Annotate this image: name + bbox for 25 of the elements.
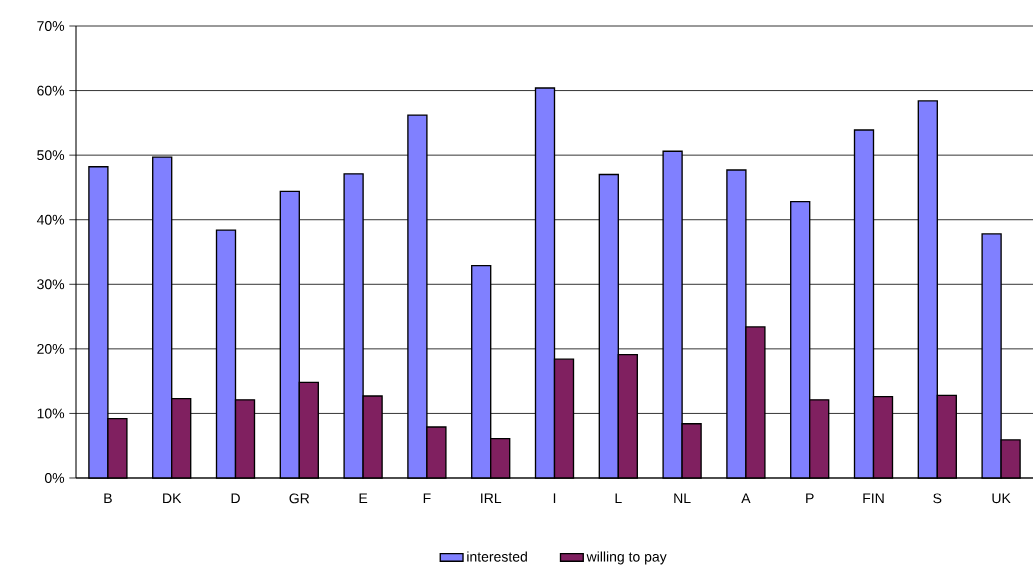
x-tick-label: FIN: [863, 493, 884, 504]
y-tick-label: 70%: [37, 21, 65, 31]
y-tick-label: 50%: [37, 150, 65, 161]
x-tick-label: F: [423, 493, 431, 504]
x-tick-label: UK: [992, 493, 1011, 504]
x-tick-label: GR: [289, 493, 310, 504]
y-tick-label: 60%: [37, 85, 65, 96]
x-tick-label: D: [231, 493, 240, 504]
x-tick-label: L: [615, 493, 622, 504]
x-tick-label: IRL: [481, 493, 502, 504]
y-tick-label: 30%: [37, 279, 65, 290]
x-tick-label: E: [359, 493, 368, 504]
y-tick-label: 40%: [36, 214, 65, 225]
y-tick-label: 10%: [37, 408, 65, 419]
x-tick-label: S: [933, 493, 942, 504]
x-tick-label: NL: [674, 493, 691, 504]
y-tick-label: 20%: [37, 343, 65, 354]
x-tick-label: DK: [163, 493, 182, 504]
x-tick-label: B: [104, 493, 112, 504]
x-tick-label: I: [553, 493, 556, 504]
x-tick-label: A: [741, 493, 751, 504]
legend-label: willing to pay: [586, 551, 667, 565]
y-tick-label: 0%: [44, 473, 65, 483]
legend-label: interested: [467, 551, 527, 562]
x-tick-label: P: [806, 493, 814, 504]
